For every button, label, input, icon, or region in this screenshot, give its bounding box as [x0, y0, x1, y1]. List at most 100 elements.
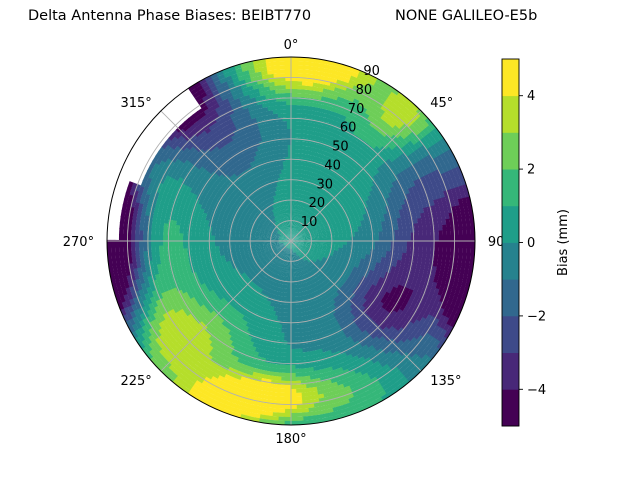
heatmap-cell	[308, 183, 312, 189]
heatmap-cell	[336, 224, 342, 229]
heatmap-cell	[423, 264, 429, 271]
heatmap-cell	[436, 261, 442, 269]
heatmap-cell	[438, 246, 444, 253]
heatmap-cell	[298, 236, 303, 239]
heatmap-cell	[299, 229, 304, 234]
heatmap-cell	[301, 232, 306, 236]
heatmap-cell	[380, 221, 386, 226]
heatmap-cell	[456, 264, 462, 272]
heatmap-cell	[291, 64, 299, 70]
heatmap-cell	[374, 228, 379, 233]
heatmap-cell	[453, 252, 459, 260]
heatmap-cell	[302, 207, 306, 212]
heatmap-cell	[414, 232, 420, 238]
heatmap-cell	[421, 254, 427, 261]
heatmap-cell	[309, 130, 315, 136]
heatmap-cell	[456, 295, 463, 304]
heatmap-cell	[316, 228, 322, 232]
heatmap-cell	[329, 176, 334, 182]
heatmap-cell	[305, 187, 309, 192]
heatmap-cell	[318, 238, 324, 241]
heatmap-cell	[452, 193, 459, 202]
heatmap-cell	[327, 214, 332, 218]
heatmap-cell	[454, 223, 459, 231]
heatmap-cell	[302, 237, 307, 239]
heatmap-cell	[291, 224, 293, 230]
heatmap-cell	[291, 57, 299, 62]
heatmap-cell	[293, 225, 296, 230]
heatmap-cell	[452, 294, 459, 303]
heatmap-cell	[438, 272, 444, 280]
heatmap-cell	[350, 198, 356, 204]
heatmap-cell	[398, 209, 404, 215]
heatmap-cell	[315, 225, 320, 229]
heatmap-cell	[461, 253, 467, 261]
heatmap-cell	[296, 92, 303, 98]
heatmap-cell	[307, 187, 311, 193]
heatmap-cell	[342, 77, 351, 84]
heatmap-cell	[293, 213, 296, 218]
heatmap-cell	[320, 190, 325, 195]
heatmap-cell	[307, 205, 312, 210]
heatmap-cell	[461, 290, 468, 299]
heatmap-cell	[445, 257, 451, 265]
heatmap-cell	[293, 221, 296, 226]
heatmap-cell	[398, 248, 403, 254]
heatmap-cell	[294, 236, 298, 239]
heatmap-cell	[402, 207, 408, 214]
heatmap-cell	[321, 180, 326, 186]
heatmap-cell	[302, 235, 307, 238]
heatmap-cell	[462, 241, 468, 249]
heatmap-cell	[352, 68, 362, 75]
heatmap-cell	[309, 106, 316, 112]
heatmap-cell	[295, 120, 301, 126]
heatmap-cell	[418, 268, 425, 275]
heatmap-cell	[323, 223, 328, 227]
heatmap-cell	[342, 233, 347, 236]
heatmap-cell	[316, 219, 322, 224]
heatmap-cell	[321, 248, 327, 252]
heatmap-cell	[439, 179, 446, 188]
heatmap-cell	[291, 228, 293, 234]
heatmap-cell	[333, 164, 339, 171]
heatmap-cell	[365, 227, 371, 231]
heatmap-cell	[296, 88, 303, 94]
heatmap-cell	[294, 128, 300, 134]
heatmap-cell	[316, 115, 323, 121]
heatmap-cell	[318, 234, 323, 237]
heatmap-cell	[299, 214, 302, 219]
heatmap-cell	[323, 202, 328, 207]
heatmap-cell	[291, 84, 298, 90]
heatmap-cell	[435, 282, 442, 291]
heatmap-cell	[337, 182, 343, 188]
heatmap-cell	[295, 231, 299, 235]
heatmap-cell	[358, 243, 364, 247]
heatmap-cell	[303, 217, 307, 222]
heatmap-cell	[351, 179, 357, 186]
heatmap-cell	[402, 228, 407, 234]
heatmap-cell	[313, 195, 318, 200]
heatmap-cell	[459, 296, 467, 306]
heatmap-cell	[310, 243, 315, 245]
heatmap-cell	[412, 258, 418, 265]
heatmap-cell	[411, 210, 417, 216]
heatmap-cell	[314, 177, 320, 183]
heatmap-cell	[435, 209, 441, 217]
heatmap-cell	[461, 277, 468, 286]
heatmap-cell	[454, 246, 459, 254]
heatmap-cell	[306, 244, 311, 246]
heatmap-cell	[298, 235, 302, 238]
heatmap-cell	[454, 241, 460, 248]
heatmap-cell	[386, 234, 392, 239]
heatmap-cell	[434, 251, 439, 258]
heatmap-cell	[462, 184, 469, 193]
heatmap-cell	[294, 132, 300, 138]
heatmap-cell	[422, 250, 427, 257]
heatmap-cell	[306, 235, 311, 238]
heatmap-cell	[315, 211, 320, 216]
heatmap-cell	[329, 171, 334, 177]
heatmap-cell	[306, 214, 311, 219]
heatmap-cell	[314, 233, 319, 236]
heatmap-cell	[333, 190, 339, 196]
heatmap-cell	[303, 203, 307, 208]
